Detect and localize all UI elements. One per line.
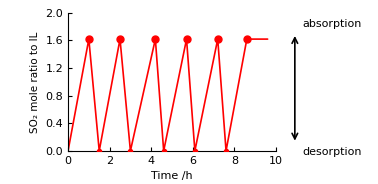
Y-axis label: SO₂ mole ratio to IL: SO₂ mole ratio to IL — [30, 31, 40, 132]
X-axis label: Time /h: Time /h — [151, 171, 193, 181]
Text: desorption: desorption — [302, 147, 362, 157]
Text: absorption: absorption — [302, 20, 362, 29]
